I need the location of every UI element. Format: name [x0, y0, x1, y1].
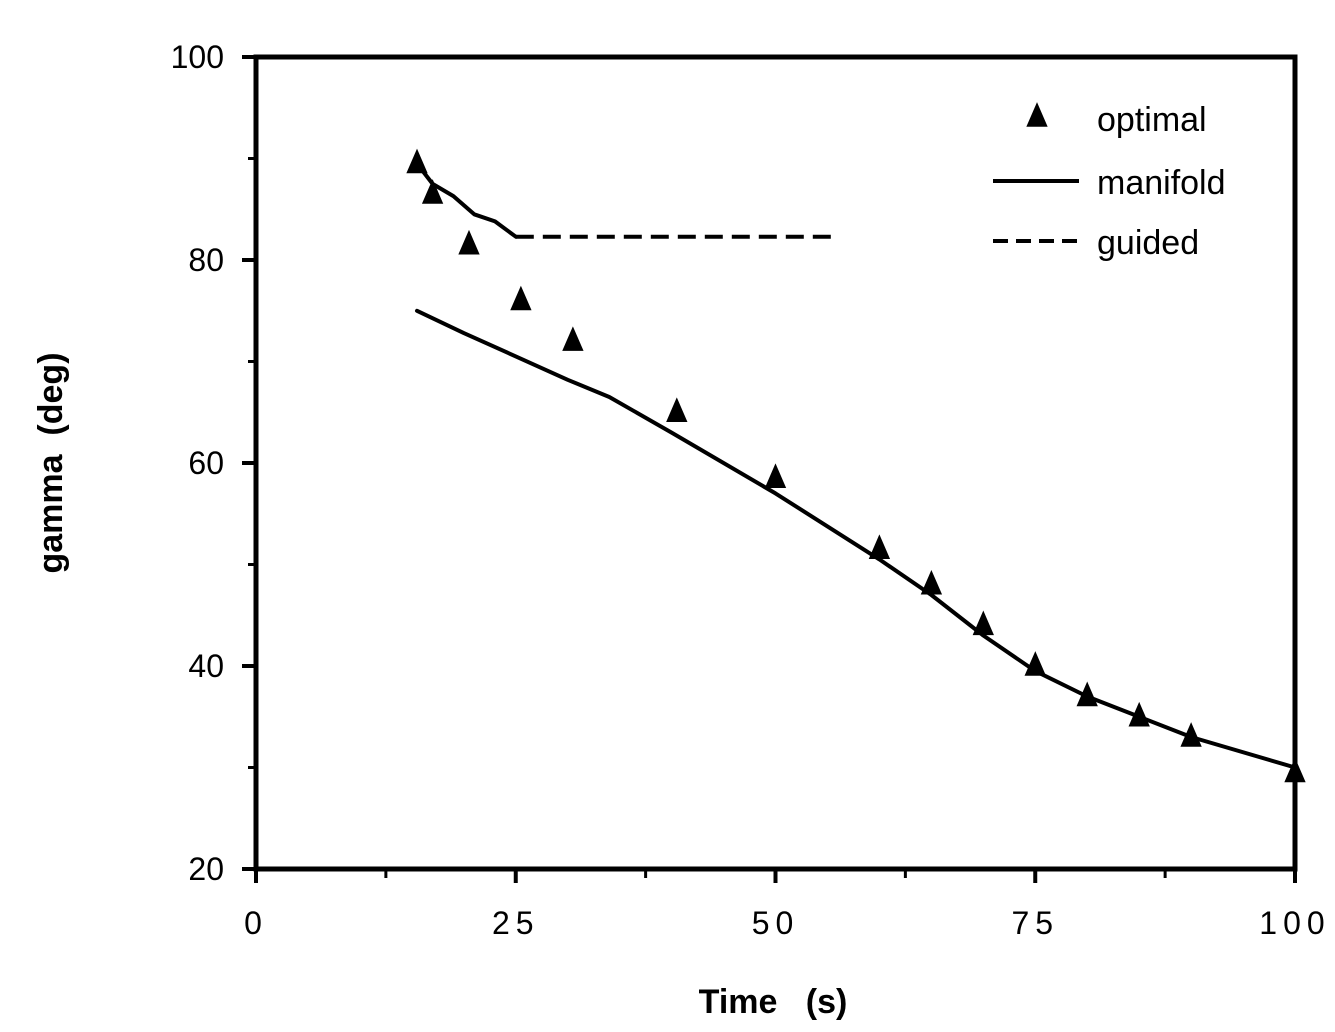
data-point-optimal — [510, 285, 532, 311]
y-axis-ticks: 20 40 60 80 100 — [171, 39, 256, 887]
x-axis-ticks: 0 25 50 75 100 — [244, 869, 1330, 941]
series-line-manifold-1 — [415, 308, 1297, 770]
x-axis-label: Time (s) — [699, 983, 848, 1021]
y-tick-label: 80 — [188, 242, 224, 278]
data-point-optimal — [1180, 722, 1202, 747]
data-point-optimal — [972, 610, 994, 636]
y-tick-label: 20 — [188, 851, 224, 887]
data-point-optimal — [764, 463, 787, 488]
minor-ticks — [248, 157, 1167, 878]
data-point-optimal — [868, 534, 891, 559]
y-tick-label: 40 — [188, 648, 224, 684]
data-point-optimal — [458, 229, 480, 255]
data-point-optimal — [406, 148, 428, 174]
data-point-optimal — [1128, 701, 1150, 727]
legend-label: guided — [1097, 224, 1199, 262]
legend-label: manifold — [1097, 164, 1226, 202]
legend: optimal manifold guided — [993, 101, 1226, 262]
x-tick-label: 75 — [1011, 905, 1059, 941]
marker-layer — [406, 148, 1306, 783]
data-point-optimal — [562, 326, 584, 351]
x-tick-label: 0 — [244, 905, 268, 941]
series-line-manifold-2 — [415, 161, 518, 239]
y-tick-label: 100 — [171, 39, 224, 75]
legend-label: optimal — [1097, 101, 1207, 139]
y-tick-label: 60 — [188, 445, 224, 481]
y-axis-label: gamma (deg) — [32, 352, 70, 573]
data-point-optimal — [920, 569, 943, 595]
data-point-optimal — [1284, 757, 1306, 783]
x-tick-label: 25 — [492, 905, 540, 941]
series-layer — [415, 161, 1297, 770]
data-point-optimal — [1024, 651, 1046, 676]
data-point-optimal — [421, 179, 444, 204]
legend-marker-triangle — [1026, 102, 1048, 127]
x-tick-label: 50 — [752, 905, 800, 941]
data-point-optimal — [1076, 681, 1098, 707]
data-point-optimal — [666, 397, 688, 422]
x-tick-label: 100 — [1259, 905, 1330, 941]
